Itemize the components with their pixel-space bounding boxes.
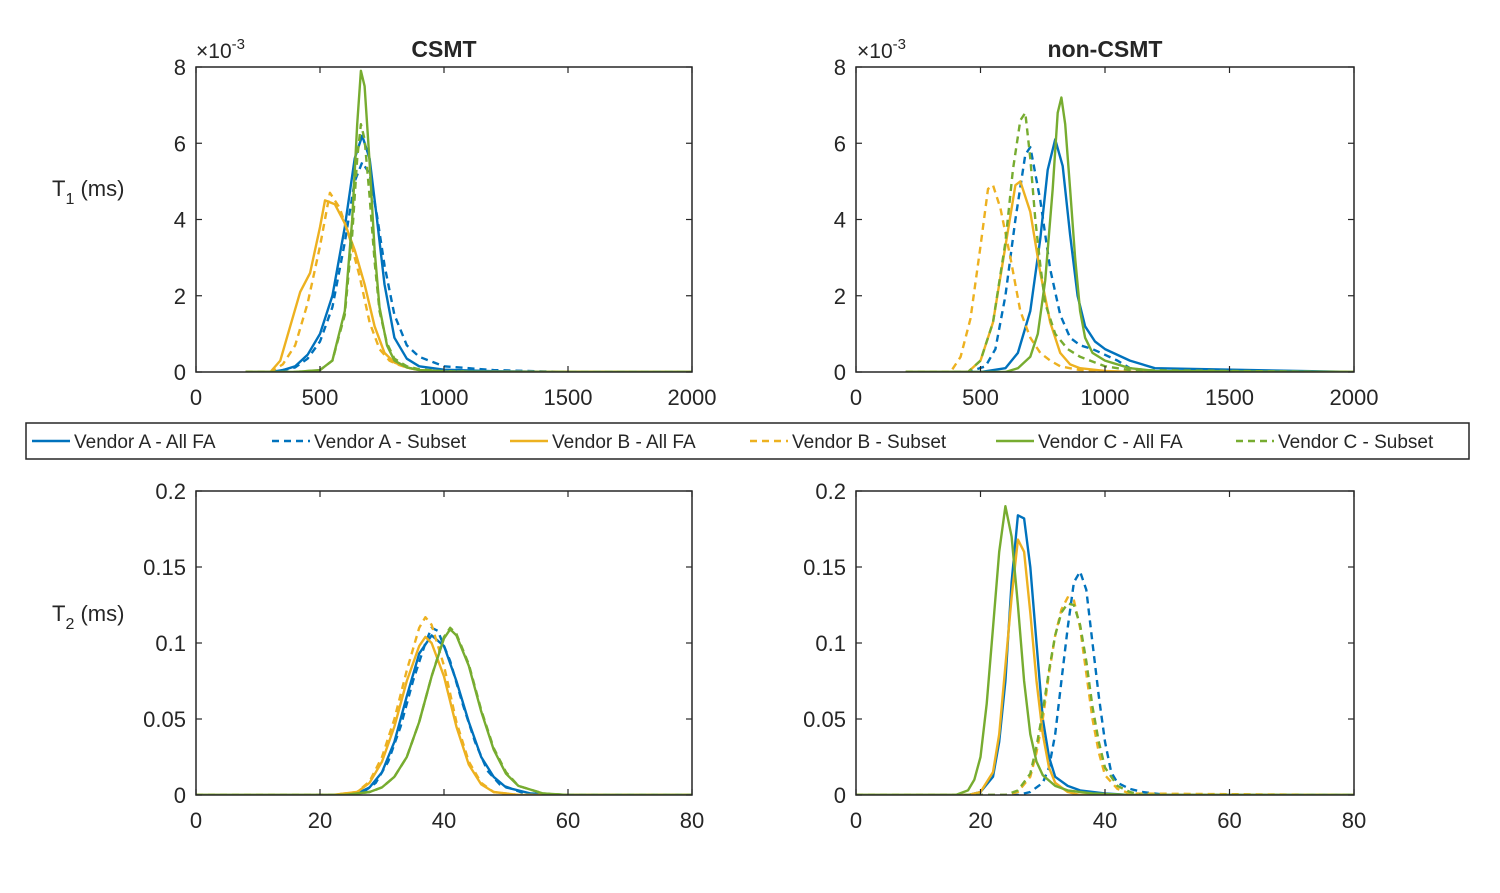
series-group <box>856 505 1354 795</box>
y-tick-label: 2 <box>834 284 846 309</box>
axes-box <box>195 66 693 373</box>
legend-item: Vendor A - Subset <box>272 432 467 453</box>
x-tick-label: 40 <box>432 808 456 833</box>
legend-label: Vendor A - Subset <box>314 432 467 453</box>
series-group <box>245 69 692 372</box>
chart-t2_csmt: 0 20 40 60 80 0 0.05 0.1 0.15 0.2 <box>143 479 704 833</box>
x-tick-label: 500 <box>962 385 999 410</box>
x-tick-label: 2000 <box>1330 385 1379 410</box>
y-tick-label: 8 <box>174 55 186 80</box>
series-line-vendor-c-subset <box>196 626 692 795</box>
x-tick-label: 0 <box>850 808 862 833</box>
x-tick-label: 0 <box>190 385 202 410</box>
series-line-vendor-a-subset <box>905 145 1354 372</box>
series-group <box>196 616 692 795</box>
x-tick-label: 40 <box>1093 808 1117 833</box>
chart-title: CSMT <box>411 36 476 62</box>
legend-label: Vendor A - All FA <box>74 432 216 453</box>
x-tick-label: 0 <box>190 808 202 833</box>
y-tick-label: 0.2 <box>155 479 186 504</box>
y-tick-label: 0.05 <box>803 707 846 732</box>
series-group <box>905 96 1354 372</box>
series-line-vendor-a-all-fa <box>245 134 692 372</box>
legend-box <box>25 422 1470 460</box>
legend-item: Vendor B - All FA <box>510 432 696 453</box>
legend-label: Vendor C - Subset <box>1278 432 1434 453</box>
series-line-vendor-c-all-fa <box>196 628 692 795</box>
legend: Vendor A - All FA Vendor A - Subset Vendor… <box>25 422 1470 460</box>
exponent-label-csmt: ×10-3 <box>196 36 245 63</box>
legend-item: Vendor A - All FA <box>32 432 216 453</box>
x-tick-label: 1500 <box>1205 385 1254 410</box>
y-tick-label: 4 <box>174 208 186 233</box>
series-line-vendor-c-subset <box>856 602 1354 795</box>
y-tick-label: 0.15 <box>143 555 186 580</box>
legend-label: Vendor B - Subset <box>792 432 947 453</box>
legend-label: Vendor C - All FA <box>1038 432 1183 453</box>
x-tick-label: 1500 <box>544 385 593 410</box>
y-tick-label: 0.05 <box>143 707 186 732</box>
series-line-vendor-c-subset <box>905 111 1354 372</box>
series-line-vendor-c-all-fa <box>856 505 1354 795</box>
series-line-vendor-a-subset <box>196 626 692 795</box>
axes-box <box>195 490 693 796</box>
x-tick-label: 80 <box>1342 808 1366 833</box>
chart-t2_noncsmt: 0 20 40 60 80 0 0.05 0.1 0.15 0.2 <box>803 479 1366 833</box>
series-line-vendor-c-subset <box>245 122 692 372</box>
chart-t1_noncsmt: 0 500 1000 1500 2000 0 2 4 6 8 non-CSMT <box>834 36 1379 410</box>
chart-title: non-CSMT <box>1048 36 1163 62</box>
x-tick-label: 500 <box>302 385 339 410</box>
y-tick-label: 0 <box>834 360 846 385</box>
legend-item: Vendor C - Subset <box>1236 432 1434 453</box>
series-line-vendor-a-subset <box>856 570 1354 795</box>
y-tick-label: 0 <box>174 783 186 808</box>
chart-t1_csmt: 0 500 1000 1500 2000 0 2 4 6 8 CSMT <box>174 36 717 410</box>
y-tick-label: 0.2 <box>815 479 846 504</box>
series-line-vendor-a-all-fa <box>196 634 692 795</box>
axes-box <box>855 66 1355 373</box>
y-tick-label: 0.1 <box>815 631 846 656</box>
t2-row-label: T2 (ms) <box>52 601 124 633</box>
x-tick-label: 20 <box>968 808 992 833</box>
series-line-vendor-a-all-fa <box>856 514 1354 795</box>
x-tick-label: 1000 <box>420 385 469 410</box>
y-tick-label: 0 <box>834 783 846 808</box>
x-tick-label: 1000 <box>1081 385 1130 410</box>
x-tick-label: 60 <box>556 808 580 833</box>
y-tick-label: 0 <box>174 360 186 385</box>
x-tick-label: 20 <box>308 808 332 833</box>
series-line-vendor-c-all-fa <box>905 96 1354 372</box>
x-tick-label: 2000 <box>668 385 717 410</box>
series-line-vendor-b-all-fa <box>856 538 1354 795</box>
y-tick-label: 6 <box>834 131 846 156</box>
y-tick-label: 8 <box>834 55 846 80</box>
legend-label: Vendor B - All FA <box>552 432 696 453</box>
x-tick-label: 60 <box>1217 808 1241 833</box>
series-line-vendor-b-all-fa <box>905 180 1354 372</box>
legend-items: Vendor A - All FA Vendor A - Subset Vendor… <box>32 432 1434 453</box>
y-tick-label: 6 <box>174 131 186 156</box>
y-tick-label: 0.1 <box>155 631 186 656</box>
axes-box <box>855 490 1355 796</box>
series-line-vendor-b-subset <box>196 616 692 795</box>
x-tick-label: 80 <box>680 808 704 833</box>
series-line-vendor-b-subset <box>905 183 1354 372</box>
y-tick-label: 4 <box>834 208 846 233</box>
legend-item: Vendor C - All FA <box>996 432 1183 453</box>
t1-row-label: T1 (ms) <box>52 176 124 208</box>
series-line-vendor-b-subset <box>856 596 1354 795</box>
series-line-vendor-a-all-fa <box>905 138 1354 372</box>
y-tick-label: 2 <box>174 284 186 309</box>
legend-item: Vendor B - Subset <box>750 432 947 453</box>
y-tick-label: 0.15 <box>803 555 846 580</box>
x-tick-label: 0 <box>850 385 862 410</box>
series-line-vendor-c-all-fa <box>245 69 692 372</box>
exponent-label-noncsmt: ×10-3 <box>857 36 906 63</box>
series-line-vendor-b-all-fa <box>196 635 692 795</box>
